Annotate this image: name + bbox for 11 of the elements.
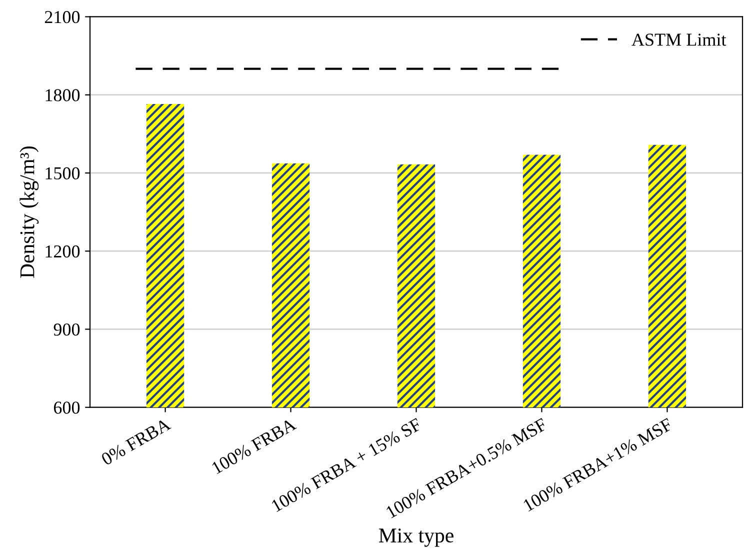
legend-label: ASTM Limit: [632, 34, 726, 46]
y-tick-label: 600: [54, 402, 80, 414]
y-tick-label: 1500: [46, 167, 80, 180]
x-tick-label: 100% FRBA: [211, 418, 298, 474]
y-tick-label: 900: [54, 323, 80, 336]
y-axis-title: Density (kg/m³): [20, 146, 39, 278]
y-tick-label: 1800: [46, 89, 80, 102]
y-tick-label: 1200: [46, 245, 80, 258]
x-tick-label: 0% FRBA: [100, 418, 172, 466]
x-axis-title: Mix type: [378, 528, 454, 547]
y-tick-label: 2100: [44, 10, 80, 24]
